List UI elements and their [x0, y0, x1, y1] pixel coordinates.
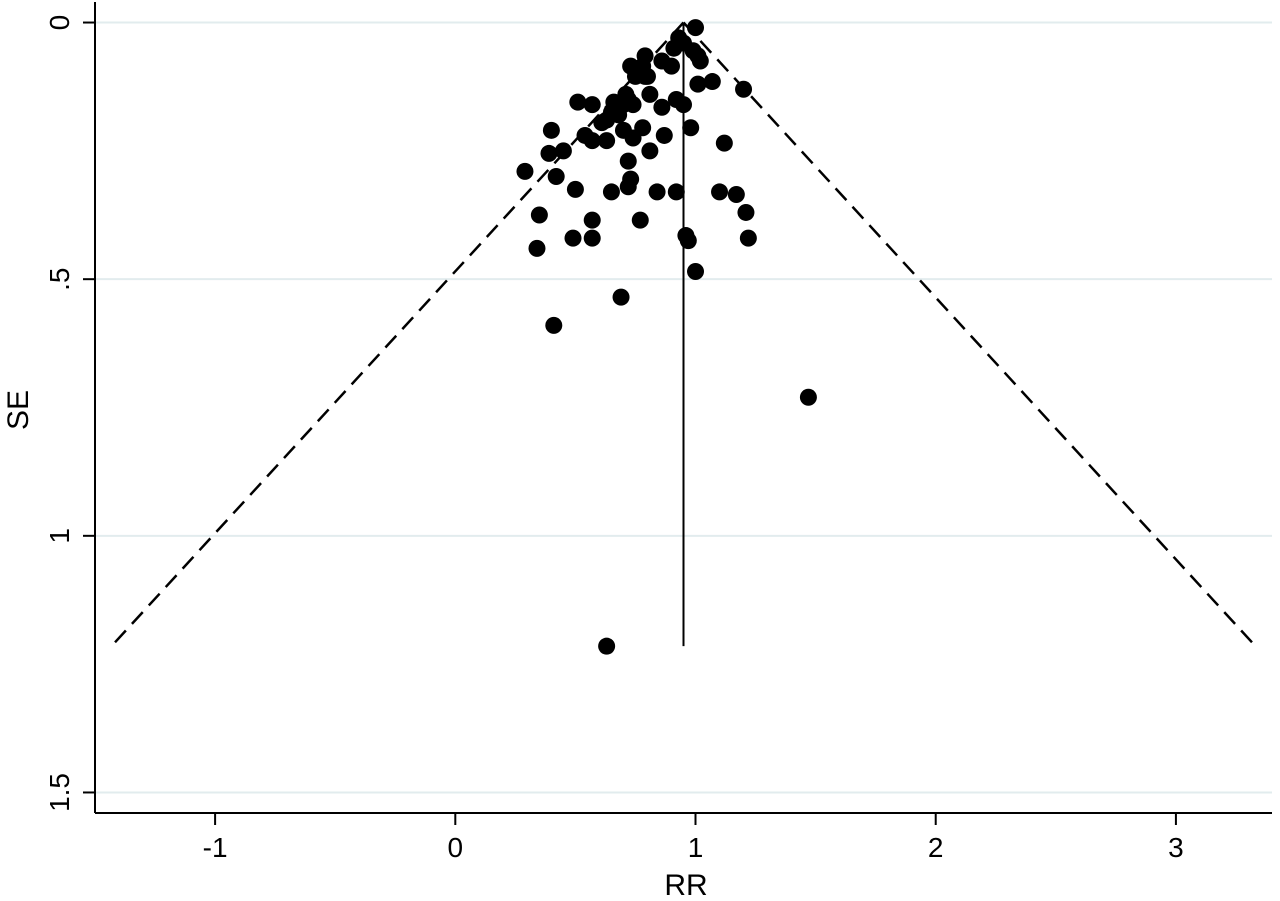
x-tick-label: 2 — [928, 832, 944, 863]
data-point — [799, 388, 817, 406]
data-point — [566, 180, 584, 198]
x-tick-label: 1 — [688, 832, 704, 863]
y-axis-title: SE — [2, 390, 35, 430]
data-point — [687, 19, 705, 37]
data-point — [641, 85, 659, 103]
data-point — [598, 637, 616, 655]
data-point — [516, 162, 534, 180]
data-point — [665, 39, 683, 57]
data-point — [598, 132, 616, 150]
data-point — [648, 183, 666, 201]
y-tick-label: .5 — [44, 267, 75, 290]
data-point — [583, 229, 601, 247]
data-point — [624, 129, 642, 147]
data-point — [631, 211, 649, 229]
upper-ci-line — [682, 21, 1257, 648]
data-point — [564, 229, 582, 247]
data-point — [530, 206, 548, 224]
data-point — [545, 316, 563, 334]
lower-ci-line — [110, 21, 685, 648]
data-point — [624, 96, 642, 114]
axes — [83, 2, 1272, 825]
data-point — [636, 67, 654, 85]
data-point — [542, 121, 560, 139]
data-point — [667, 183, 685, 201]
tick-labels: 0 .5 1 1.5 -1 0 1 2 3 — [44, 15, 1184, 863]
data-point — [547, 168, 565, 186]
y-tick-label: 0 — [44, 15, 75, 31]
data-point — [554, 142, 572, 160]
data-point — [612, 288, 630, 306]
data-point — [655, 126, 673, 144]
x-tick-label: -1 — [203, 832, 228, 863]
data-point — [583, 132, 601, 150]
data-point — [662, 57, 680, 75]
data-point — [540, 144, 558, 162]
x-tick-label: 3 — [1168, 832, 1184, 863]
data-point — [711, 183, 729, 201]
data-point — [727, 185, 745, 203]
data-point — [528, 239, 546, 257]
data-point — [703, 73, 721, 91]
data-point — [653, 98, 671, 116]
data-point — [691, 52, 709, 70]
data-point — [737, 203, 755, 221]
y-tick-label: 1 — [44, 528, 75, 544]
data-points — [516, 19, 817, 655]
data-point — [675, 96, 692, 114]
data-point — [619, 152, 637, 170]
data-point — [593, 114, 611, 132]
y-tick-label: 1.5 — [44, 773, 75, 812]
data-point — [569, 93, 587, 111]
x-axis-title: RR — [664, 869, 707, 901]
data-point — [602, 183, 620, 201]
data-point — [583, 96, 601, 114]
data-point — [682, 119, 700, 137]
data-point — [687, 262, 705, 280]
x-tick-label: 0 — [448, 832, 464, 863]
data-point — [735, 80, 753, 98]
data-point — [583, 211, 601, 229]
data-point — [689, 75, 707, 93]
data-point — [739, 229, 757, 247]
data-point — [715, 134, 733, 152]
funnel-lines — [110, 21, 1257, 648]
data-point — [679, 232, 697, 250]
data-point — [619, 178, 637, 196]
data-point — [641, 142, 659, 160]
